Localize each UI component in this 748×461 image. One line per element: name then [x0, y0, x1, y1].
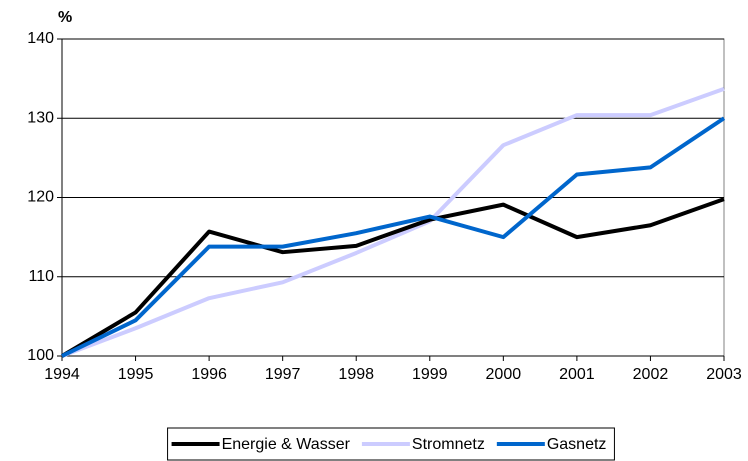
y-tick-label: 130 [27, 109, 54, 126]
y-tick-label: 110 [28, 268, 54, 285]
x-tick-label: 1999 [412, 366, 448, 383]
series-line [61, 116, 726, 358]
x-tick-label: 1994 [44, 366, 80, 383]
x-tick-label: 2001 [559, 366, 595, 383]
legend: Energie & Wasser Stromnetz Gasnetz [167, 427, 615, 461]
x-tick-label: 1996 [191, 366, 227, 383]
legend-label: Gasnetz [547, 436, 607, 453]
y-tick-label: 100 [27, 347, 54, 364]
x-tick-label: 1997 [265, 366, 301, 383]
series-line [61, 87, 725, 358]
legend-label: Energie & Wasser [222, 436, 351, 453]
x-tick-label: 2002 [633, 366, 669, 383]
x-tick-label: 1995 [118, 366, 154, 383]
y-tick-label: 120 [27, 189, 54, 206]
x-tick-label: 2003 [706, 366, 742, 383]
y-tick-label: 140 [27, 30, 54, 47]
x-tick-label: 1998 [338, 366, 374, 383]
y-axis-label: % [58, 9, 72, 26]
legend-label: Stromnetz [412, 436, 485, 453]
series-line [60, 197, 725, 358]
x-tick-label: 2000 [486, 366, 522, 383]
